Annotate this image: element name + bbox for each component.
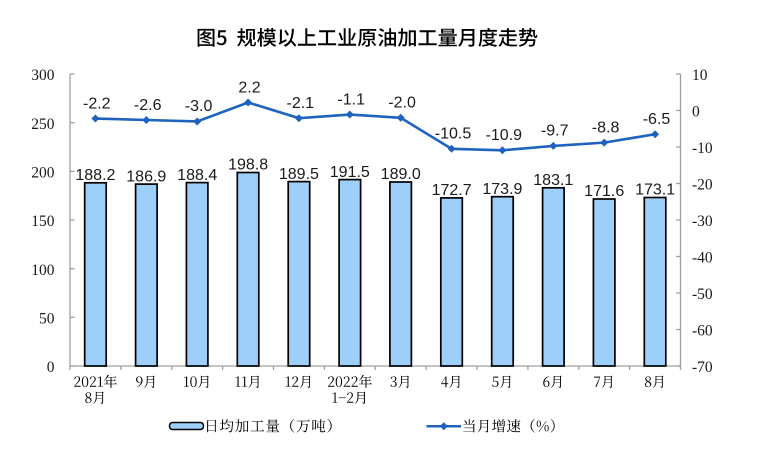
svg-text:-2.6: -2.6 — [134, 97, 162, 114]
svg-text:300: 300 — [31, 67, 55, 84]
svg-text:173.9: 173.9 — [482, 181, 522, 198]
svg-text:198.8: 198.8 — [228, 157, 268, 174]
svg-text:10: 10 — [692, 67, 708, 84]
svg-text:188.4: 188.4 — [177, 167, 217, 184]
svg-text:0: 0 — [692, 104, 700, 121]
svg-text:191.5: 191.5 — [330, 164, 370, 181]
svg-text:100: 100 — [31, 262, 55, 279]
svg-text:2.2: 2.2 — [238, 79, 260, 96]
svg-text:-40: -40 — [692, 250, 713, 267]
svg-text:173.1: 173.1 — [635, 182, 675, 199]
svg-text:-10.9: -10.9 — [486, 127, 523, 144]
svg-text:-60: -60 — [692, 323, 713, 340]
svg-text:-20: -20 — [692, 177, 713, 194]
svg-text:188.2: 188.2 — [75, 167, 115, 184]
svg-text:183.1: 183.1 — [533, 172, 573, 189]
svg-text:186.9: 186.9 — [126, 168, 166, 185]
svg-text:-1.1: -1.1 — [337, 91, 365, 108]
svg-text:-8.8: -8.8 — [592, 119, 620, 136]
svg-text:200: 200 — [31, 164, 55, 181]
svg-text:-10.5: -10.5 — [435, 126, 472, 143]
svg-text:-30: -30 — [692, 213, 713, 230]
svg-text:-2.0: -2.0 — [388, 95, 416, 112]
svg-text:-3.0: -3.0 — [185, 98, 213, 115]
svg-text:-50: -50 — [692, 286, 713, 303]
svg-text:50: 50 — [39, 310, 55, 327]
svg-text:150: 150 — [31, 213, 55, 230]
svg-text:-2.1: -2.1 — [287, 95, 315, 112]
svg-text:0: 0 — [47, 359, 55, 376]
svg-text:250: 250 — [31, 116, 55, 133]
svg-text:189.5: 189.5 — [279, 166, 319, 183]
svg-text:-10: -10 — [692, 140, 713, 157]
svg-text:-70: -70 — [692, 359, 713, 376]
svg-text:-2.2: -2.2 — [83, 95, 111, 112]
svg-text:-6.5: -6.5 — [643, 111, 671, 128]
svg-text:171.6: 171.6 — [584, 183, 624, 200]
svg-text:-9.7: -9.7 — [541, 123, 569, 140]
svg-text:172.7: 172.7 — [432, 182, 472, 199]
svg-text:189.0: 189.0 — [381, 166, 421, 183]
